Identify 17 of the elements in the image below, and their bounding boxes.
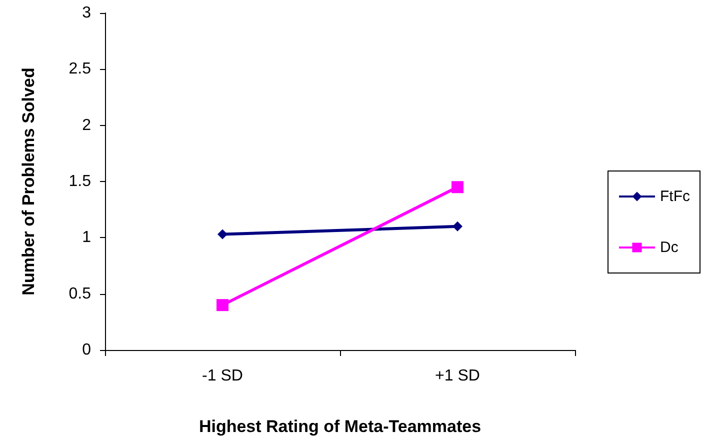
legend-label: FtFc — [660, 188, 690, 205]
y-tick-label: 0 — [82, 342, 92, 358]
y-tick-label: 1 — [82, 229, 92, 246]
x-tick-label: +1 SD — [435, 368, 480, 384]
y-tick-label: 1.5 — [68, 173, 92, 190]
y-axis-title: Number of Problems Solved — [19, 68, 38, 296]
point — [452, 181, 464, 194]
y-tick-label: 3 — [82, 4, 92, 22]
y-tick-label: 2.5 — [68, 60, 92, 78]
point — [216, 299, 228, 312]
y-tick-label: 0.5 — [68, 285, 92, 302]
point — [452, 221, 462, 232]
y-tick-label: 2 — [82, 116, 92, 134]
legend-label: Dc — [660, 239, 679, 256]
x-tick-label: -1 SD — [202, 368, 243, 384]
point — [218, 229, 228, 240]
x-axis-title: Highest Rating of Meta-Teammates — [198, 417, 482, 436]
